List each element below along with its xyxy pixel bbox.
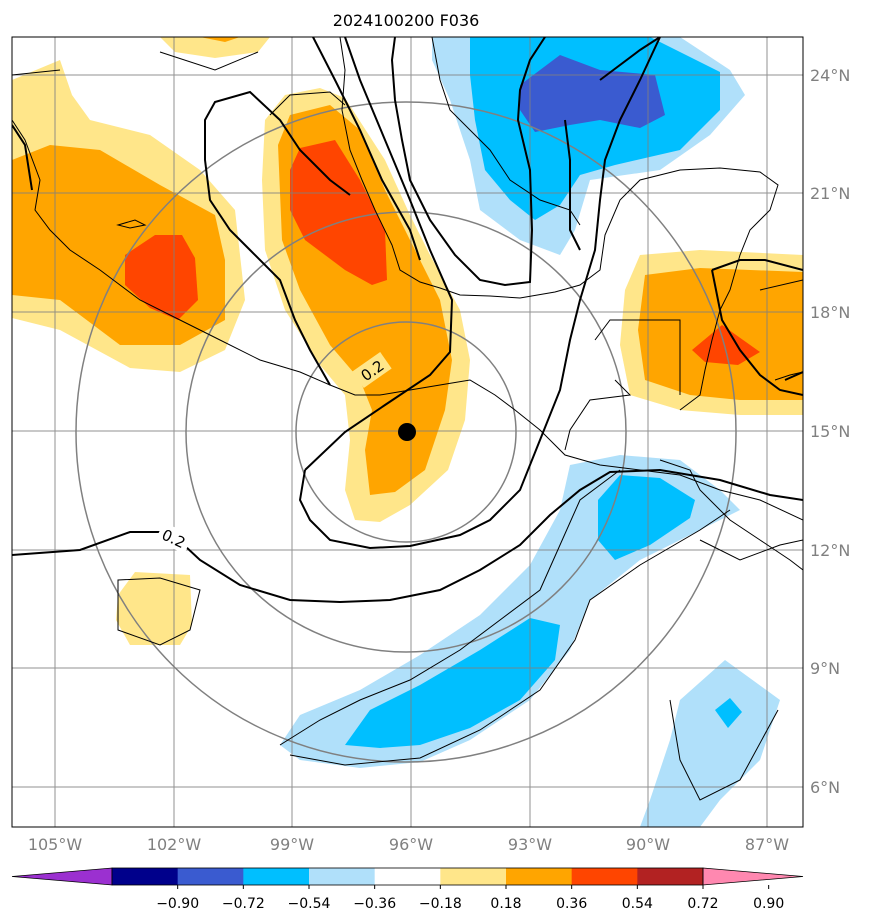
lon-label: 99°W — [270, 835, 314, 854]
anomaly-fill-blue — [345, 618, 560, 748]
map-title: 2024100200 F036 — [333, 11, 480, 30]
coastlines — [12, 37, 803, 801]
anomaly-fill-yellow — [160, 37, 270, 58]
lat-label: 18°N — [810, 303, 850, 322]
range-rings — [75, 101, 737, 763]
anomaly-fill-royalblue — [520, 55, 665, 132]
anomaly-fill-red — [290, 140, 387, 285]
map-area: 0.2 0.2 — [12, 37, 803, 827]
colorbar-segment — [506, 868, 573, 885]
colorbar-segment — [177, 868, 244, 885]
colorbar-extension-high — [702, 867, 804, 886]
lat-label: 9°N — [810, 659, 840, 678]
colorbar-segment — [440, 868, 507, 885]
lon-label: 102°W — [147, 835, 202, 854]
colorbar-segment — [637, 868, 704, 885]
lon-label: 96°W — [389, 835, 433, 854]
anomaly-fill-lightblue — [640, 660, 780, 827]
anomaly-fill-red — [125, 235, 198, 320]
storm-center-marker — [398, 423, 416, 441]
map-frame — [11, 36, 804, 828]
colorbar-tick-label: −0.90 — [156, 896, 199, 912]
colorbar-frame — [111, 867, 704, 886]
lon-label: 90°W — [626, 835, 670, 854]
colorbar-tick-label: −0.72 — [222, 896, 265, 912]
lon-label: 105°W — [28, 835, 83, 854]
colorbar-tick-label: 0.72 — [687, 896, 718, 912]
longitude-labels: 105°W 102°W 99°W 96°W 93°W 90°W 87°W — [28, 835, 789, 854]
colorbar-tick-label: 0.90 — [753, 896, 784, 912]
colorbar: −0.90 −0.72 −0.54 −0.36 −0.18 0.18 0.36 0.54 0.7… — [11, 867, 804, 912]
lat-label: 15°N — [810, 422, 850, 441]
colorbar-segment — [112, 868, 179, 885]
colorbar-tick-label: 0.54 — [622, 896, 653, 912]
colorbar-extension-low — [11, 867, 113, 886]
colorbar-segment — [374, 868, 441, 885]
colorbar-segment — [571, 868, 638, 885]
lat-label: 12°N — [810, 541, 850, 560]
colorbar-tick-label: 0.18 — [490, 896, 521, 912]
colorbar-segment — [243, 868, 310, 885]
anomaly-fill-blue — [598, 475, 695, 560]
anomaly-fill-yellow — [116, 572, 192, 645]
colorbar-tick-label: −0.54 — [288, 896, 331, 912]
lat-label: 21°N — [810, 184, 850, 203]
colorbar-segment — [309, 868, 376, 885]
latitude-labels: 24°N 21°N 18°N 15°N 12°N 9°N 6°N — [810, 66, 850, 797]
lat-label: 24°N — [810, 66, 850, 85]
colorbar-tick-label: −0.18 — [419, 896, 462, 912]
lat-label: 6°N — [810, 778, 840, 797]
anomaly-fill-blue — [715, 698, 742, 728]
lon-label: 93°W — [508, 835, 552, 854]
lon-label: 87°W — [745, 835, 789, 854]
anomaly-fill-orange — [200, 37, 240, 42]
colorbar-tick-label: −0.36 — [353, 896, 396, 912]
colorbar-tick-label: 0.36 — [556, 896, 587, 912]
